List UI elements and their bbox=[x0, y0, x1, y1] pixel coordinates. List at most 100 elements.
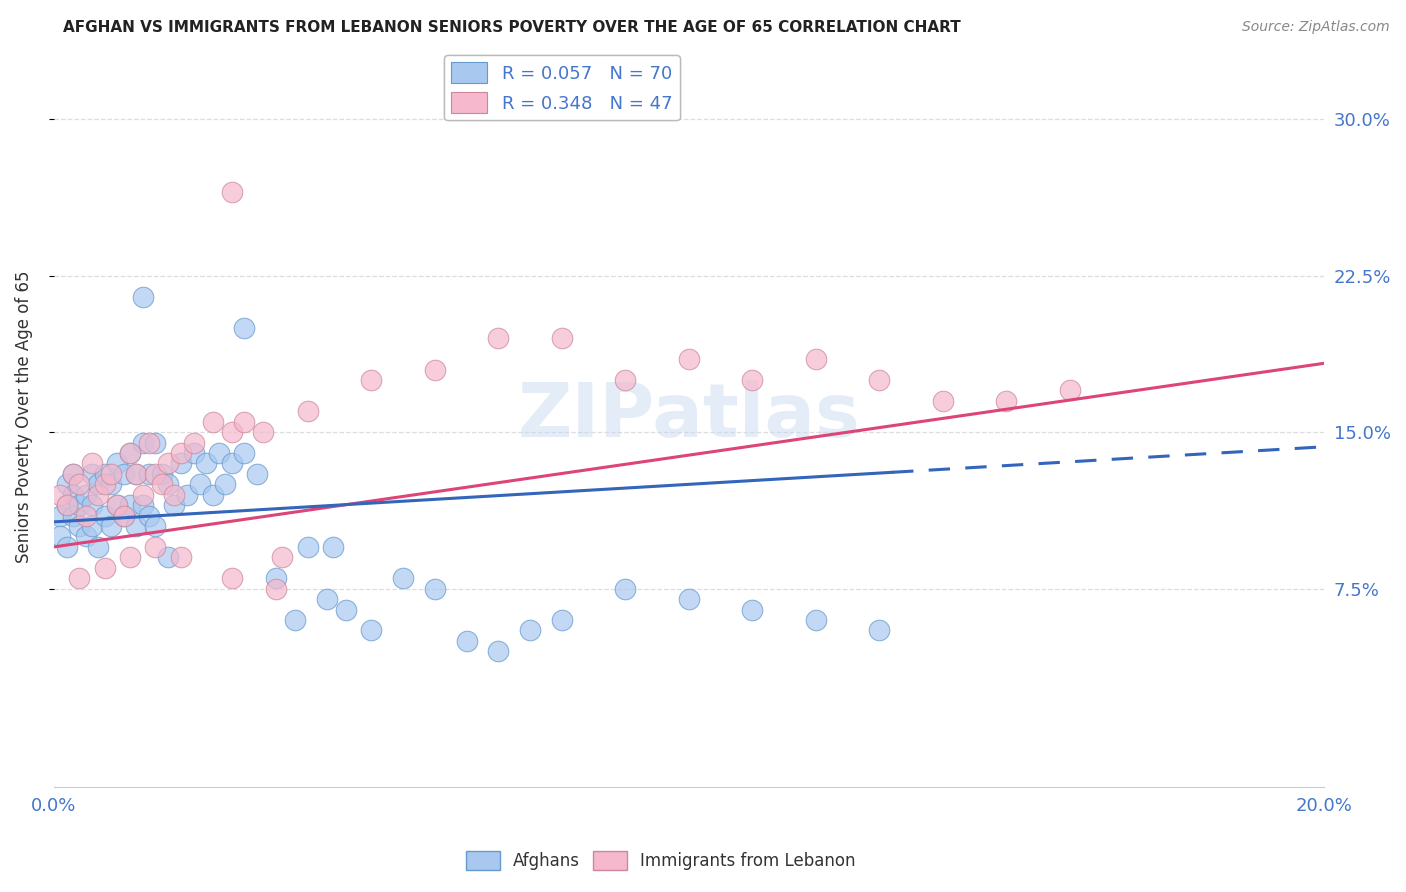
Point bbox=[87, 477, 110, 491]
Point bbox=[297, 404, 319, 418]
Point bbox=[105, 498, 128, 512]
Point bbox=[93, 467, 115, 481]
Point bbox=[55, 477, 77, 491]
Point bbox=[614, 582, 637, 596]
Point bbox=[132, 289, 155, 303]
Point bbox=[145, 467, 167, 481]
Point bbox=[100, 519, 122, 533]
Point bbox=[49, 529, 72, 543]
Point bbox=[804, 613, 827, 627]
Text: AFGHAN VS IMMIGRANTS FROM LEBANON SENIORS POVERTY OVER THE AGE OF 65 CORRELATION: AFGHAN VS IMMIGRANTS FROM LEBANON SENIOR… bbox=[63, 20, 962, 35]
Point bbox=[150, 477, 173, 491]
Point bbox=[138, 467, 160, 481]
Point bbox=[551, 613, 574, 627]
Point bbox=[804, 352, 827, 367]
Point bbox=[112, 467, 135, 481]
Point bbox=[486, 331, 509, 345]
Point bbox=[201, 415, 224, 429]
Point bbox=[118, 550, 141, 565]
Point bbox=[80, 467, 103, 481]
Point bbox=[233, 415, 256, 429]
Point bbox=[112, 508, 135, 523]
Point bbox=[221, 457, 243, 471]
Point bbox=[423, 362, 446, 376]
Point bbox=[284, 613, 307, 627]
Point bbox=[252, 425, 274, 440]
Point bbox=[932, 393, 955, 408]
Point bbox=[264, 582, 287, 596]
Point bbox=[157, 477, 180, 491]
Point bbox=[360, 373, 382, 387]
Point bbox=[67, 519, 90, 533]
Point bbox=[145, 435, 167, 450]
Point bbox=[456, 633, 478, 648]
Point bbox=[118, 498, 141, 512]
Point bbox=[62, 508, 84, 523]
Point bbox=[868, 373, 890, 387]
Point bbox=[80, 457, 103, 471]
Point bbox=[392, 571, 415, 585]
Point bbox=[322, 540, 344, 554]
Point bbox=[118, 446, 141, 460]
Point bbox=[145, 540, 167, 554]
Point bbox=[316, 592, 339, 607]
Legend: R = 0.057   N = 70, R = 0.348   N = 47: R = 0.057 N = 70, R = 0.348 N = 47 bbox=[444, 55, 679, 120]
Point bbox=[183, 446, 205, 460]
Point bbox=[271, 550, 294, 565]
Point bbox=[214, 477, 236, 491]
Point bbox=[551, 331, 574, 345]
Point bbox=[201, 488, 224, 502]
Point bbox=[118, 446, 141, 460]
Point bbox=[49, 488, 72, 502]
Legend: Afghans, Immigrants from Lebanon: Afghans, Immigrants from Lebanon bbox=[460, 844, 862, 877]
Point bbox=[112, 508, 135, 523]
Point bbox=[55, 498, 77, 512]
Text: Source: ZipAtlas.com: Source: ZipAtlas.com bbox=[1241, 20, 1389, 34]
Point bbox=[678, 352, 700, 367]
Point bbox=[132, 488, 155, 502]
Point bbox=[132, 435, 155, 450]
Point bbox=[264, 571, 287, 585]
Point bbox=[519, 624, 541, 638]
Point bbox=[233, 446, 256, 460]
Point bbox=[67, 477, 90, 491]
Point bbox=[183, 435, 205, 450]
Point bbox=[335, 602, 357, 616]
Point bbox=[80, 519, 103, 533]
Point bbox=[75, 488, 97, 502]
Point bbox=[75, 529, 97, 543]
Point bbox=[62, 467, 84, 481]
Point bbox=[246, 467, 269, 481]
Point bbox=[221, 571, 243, 585]
Point bbox=[100, 467, 122, 481]
Point bbox=[163, 488, 186, 502]
Point bbox=[55, 540, 77, 554]
Point bbox=[67, 571, 90, 585]
Point bbox=[157, 457, 180, 471]
Point bbox=[150, 467, 173, 481]
Point bbox=[93, 508, 115, 523]
Point bbox=[614, 373, 637, 387]
Point bbox=[138, 435, 160, 450]
Point bbox=[157, 550, 180, 565]
Point bbox=[995, 393, 1018, 408]
Point bbox=[1059, 384, 1081, 398]
Point bbox=[163, 498, 186, 512]
Point bbox=[87, 488, 110, 502]
Point bbox=[55, 498, 77, 512]
Point bbox=[138, 508, 160, 523]
Point bbox=[49, 508, 72, 523]
Point bbox=[195, 457, 218, 471]
Point bbox=[67, 498, 90, 512]
Point bbox=[100, 477, 122, 491]
Point bbox=[87, 540, 110, 554]
Point bbox=[62, 467, 84, 481]
Point bbox=[868, 624, 890, 638]
Point bbox=[170, 550, 193, 565]
Point bbox=[176, 488, 198, 502]
Point bbox=[188, 477, 211, 491]
Text: ZIPatlas: ZIPatlas bbox=[517, 380, 860, 453]
Point bbox=[75, 508, 97, 523]
Point bbox=[125, 467, 148, 481]
Point bbox=[233, 321, 256, 335]
